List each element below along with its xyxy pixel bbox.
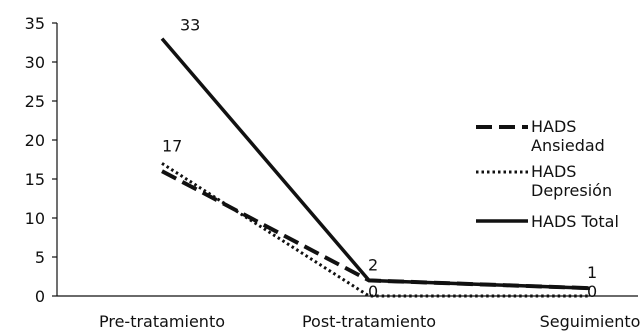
x-tick-label: Pre-tratamiento <box>99 312 225 331</box>
series-line-hads-depresión <box>161 162 590 298</box>
y-tick-label: 0 <box>35 287 45 306</box>
y-tick-label: 15 <box>25 170 45 189</box>
data-label: 0 <box>587 282 597 301</box>
x-tick-label: Post-tratamiento <box>302 312 436 331</box>
series-line-hads-total <box>160 37 591 290</box>
y-tick-label: 30 <box>25 53 45 72</box>
legend-label: HADS Total <box>531 212 619 231</box>
y-tick-label: 25 <box>25 92 45 111</box>
data-label: 33 <box>180 16 200 35</box>
y-axis: 0 5 10 15 20 25 30 35 <box>25 14 58 306</box>
data-label: 17 <box>162 136 182 155</box>
x-tick-label: Seguimiento <box>540 312 641 331</box>
y-tick-label: 10 <box>25 209 45 228</box>
legend-label: HADS <box>531 162 576 181</box>
data-label: 0 <box>368 282 378 301</box>
legend-label: HADS <box>531 117 576 136</box>
y-tick-label: 35 <box>25 14 45 33</box>
data-label: 1 <box>587 263 597 282</box>
legend-label: Ansiedad <box>531 136 605 155</box>
data-label: 2 <box>368 255 378 274</box>
x-axis: Pre-tratamiento Post-tratamiento Seguimien… <box>57 295 641 331</box>
legend-label: Depresión <box>531 181 612 200</box>
y-tick-label: 20 <box>25 131 45 150</box>
series-layer <box>160 37 591 298</box>
y-tick-label: 5 <box>35 248 45 267</box>
